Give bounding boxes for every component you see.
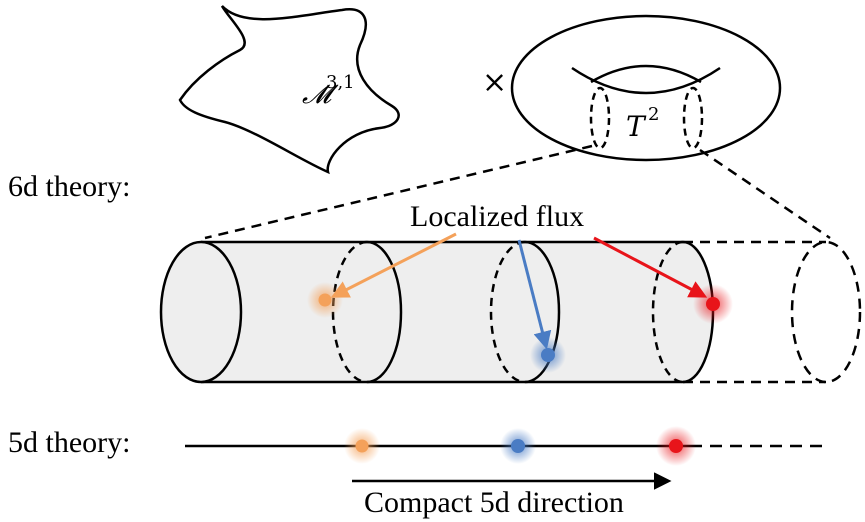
- cylinder-continuation: [683, 240, 862, 384]
- slice-blue: [489, 240, 561, 384]
- manifold-superscript: 3,1: [326, 72, 355, 93]
- spacetime-manifold-shape: [178, 5, 400, 175]
- torus-label: T 2: [626, 104, 659, 143]
- five-d-point-blue: [500, 428, 536, 464]
- flux-point-red: [693, 284, 733, 324]
- compact-direction-label: Compact 5d direction: [364, 486, 624, 519]
- zoom-line-right: [699, 148, 831, 240]
- product-sign: ×: [482, 65, 507, 100]
- flux-arrow-red: [593, 236, 708, 298]
- flux-point-orange: [307, 282, 343, 318]
- six-d-theory-label: 6d theory:: [8, 170, 130, 203]
- five-d-theory-label: 5d theory:: [8, 426, 130, 459]
- flux-arrow-orange: [330, 232, 457, 298]
- torus-shape: [510, 14, 782, 162]
- torus-superscript: 2: [648, 104, 659, 125]
- five-d-point-red: [656, 426, 696, 466]
- torus-symbol: T: [626, 110, 647, 143]
- manifold-label: 𝓜 3,1: [302, 72, 355, 110]
- localized-flux-label: Localized flux: [410, 200, 584, 233]
- flux-arrow-blue: [517, 239, 552, 350]
- cylinder-body: [201, 242, 713, 382]
- flux-point-blue: [530, 337, 566, 373]
- zoom-line-left: [204, 144, 593, 240]
- five-d-point-orange: [344, 428, 380, 464]
- cylinder-left-cap: [159, 240, 243, 384]
